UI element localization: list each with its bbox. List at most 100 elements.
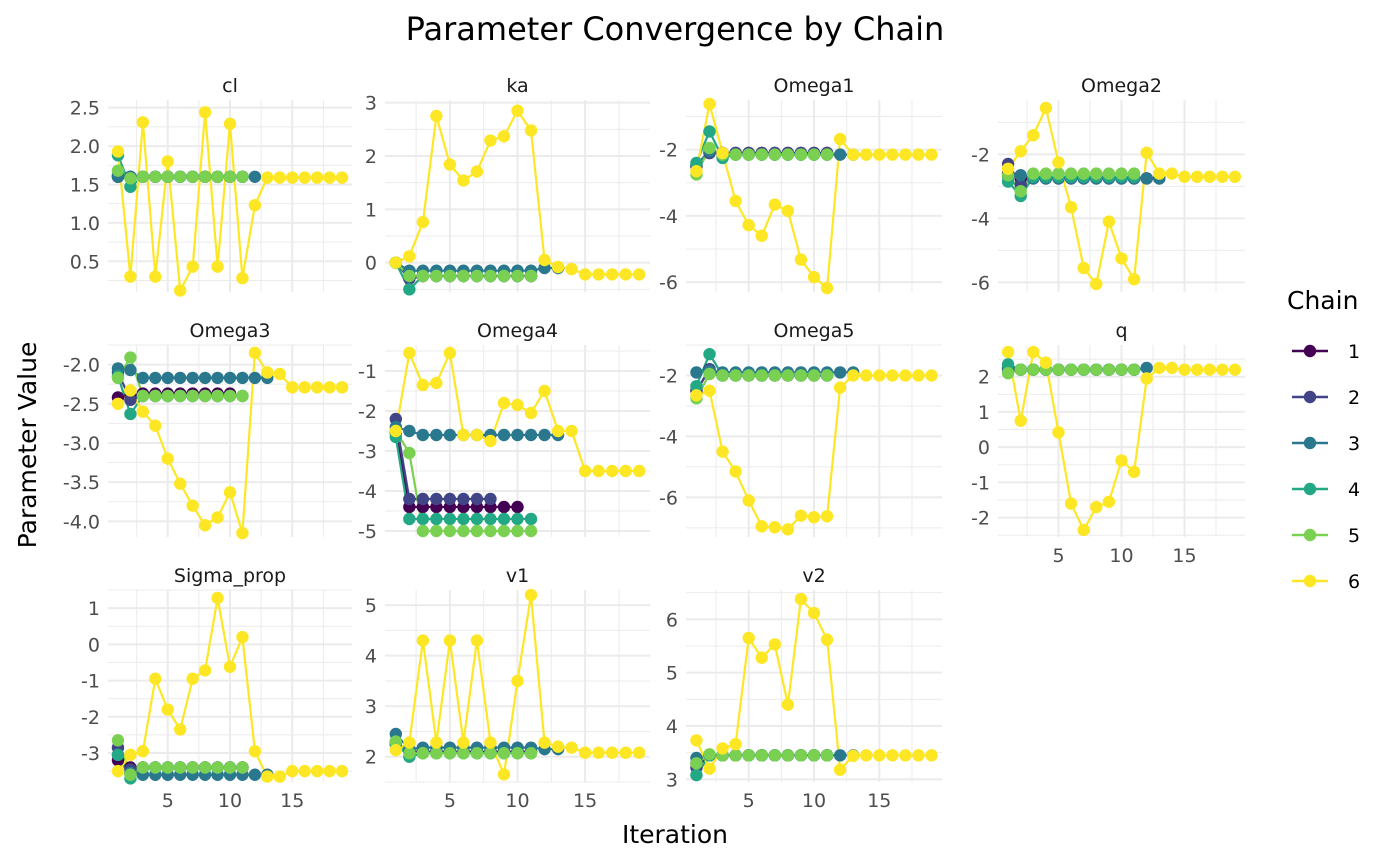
data-point-chain-5 (198, 761, 212, 774)
data-point-chain-5 (174, 170, 187, 183)
data-point-chain-6 (846, 369, 860, 382)
y-tick-label: 2 (365, 146, 377, 168)
data-point-chain-6 (248, 346, 262, 360)
data-point-chain-5 (416, 269, 430, 283)
data-point-chain-6 (286, 171, 299, 184)
data-point-chain-5 (430, 524, 443, 538)
data-point-chain-6 (578, 464, 592, 478)
data-point-chain-5 (1014, 363, 1027, 376)
data-point-chain-6 (703, 97, 716, 111)
data-point-chain-5 (161, 170, 174, 183)
legend-item-chain-4: 4 (1292, 479, 1360, 501)
data-point-chain-6 (261, 366, 274, 379)
data-point-chain-5 (430, 747, 443, 760)
x-tick-label: 5 (162, 790, 174, 812)
data-point-chain-6 (497, 396, 511, 410)
data-point-chain-6 (1014, 145, 1027, 158)
y-tick-label: -4 (971, 208, 990, 230)
data-point-chain-3 (186, 371, 199, 385)
data-point-chain-5 (511, 524, 524, 538)
data-point-chain-6 (538, 253, 551, 267)
data-point-chain-6 (149, 270, 162, 283)
y-tick-label: -2 (971, 508, 990, 530)
data-point-chain-5 (820, 369, 834, 382)
data-point-chain-5 (1115, 363, 1128, 376)
data-point-chain-6 (174, 284, 187, 297)
data-point-chain-6 (899, 148, 912, 161)
data-point-chain-6 (807, 270, 821, 284)
data-point-chain-6 (389, 743, 403, 757)
data-point-chain-6 (729, 194, 742, 208)
y-tick-label: -1 (971, 472, 990, 494)
y-tick-label: -6 (659, 487, 678, 509)
data-point-chain-6 (794, 253, 808, 266)
data-point-chain-5 (1102, 363, 1116, 376)
data-point-chain-6 (716, 146, 729, 160)
data-point-chain-6 (416, 378, 430, 392)
data-point-chain-6 (807, 510, 821, 524)
data-point-chain-6 (781, 698, 795, 711)
y-tick-label: 0 (88, 634, 100, 656)
data-point-chain-6 (457, 174, 470, 187)
data-point-chain-3 (1140, 361, 1153, 375)
y-tick-label: 3 (666, 769, 678, 791)
y-tick-label: -3.5 (63, 472, 100, 494)
data-point-chain-6 (457, 428, 470, 442)
data-point-chain-6 (781, 204, 795, 218)
data-point-chain-6 (174, 477, 187, 490)
data-point-chain-5 (742, 369, 755, 382)
y-tick-label: 1.5 (70, 174, 100, 196)
legend-key-point (1303, 344, 1317, 358)
y-tick-label: -6 (659, 272, 678, 294)
legend-item-chain-1: 1 (1292, 341, 1360, 363)
data-point-chain-5 (484, 747, 497, 760)
data-point-chain-5 (755, 148, 768, 161)
legend-key-point (1303, 482, 1317, 496)
data-point-chain-6 (1140, 146, 1153, 159)
data-point-chain-6 (389, 256, 403, 269)
data-point-chain-6 (511, 674, 524, 688)
data-point-chain-6 (860, 148, 873, 161)
data-point-chain-5 (223, 761, 237, 774)
data-point-chain-5 (729, 369, 742, 382)
data-point-chain-6 (111, 764, 125, 778)
data-point-chain-5 (1052, 167, 1065, 180)
data-point-chain-3 (524, 428, 538, 442)
data-point-chain-6 (833, 381, 847, 394)
data-point-chain-4 (690, 768, 703, 782)
y-tick-label: 1 (88, 598, 100, 620)
y-tick-label: 3 (365, 696, 377, 718)
data-point-chain-5 (211, 170, 224, 183)
data-point-chain-6 (310, 171, 324, 184)
data-point-chain-4 (690, 379, 703, 393)
data-point-chain-5 (470, 524, 484, 538)
data-point-chain-3 (430, 428, 443, 442)
data-point-chain-3 (124, 363, 137, 377)
data-point-chain-6 (565, 741, 578, 754)
legend-item-chain-3: 3 (1292, 433, 1360, 455)
data-point-chain-5 (820, 148, 834, 161)
data-point-chain-5 (223, 170, 237, 183)
data-point-chain-5 (136, 389, 150, 403)
data-point-chain-6 (538, 384, 551, 398)
data-point-chain-6 (632, 268, 646, 281)
data-point-chain-5 (1039, 167, 1053, 180)
data-point-chain-6 (755, 520, 768, 533)
data-point-chain-6 (211, 260, 224, 273)
y-tick-label: 2 (978, 367, 990, 389)
facet-panels: cl0.51.01.52.02.5ka0123Omega1-6-4-2Omega… (63, 75, 1245, 812)
x-tick-label: 15 (280, 790, 304, 812)
legend-item-chain-6: 6 (1292, 571, 1360, 593)
data-point-chain-5 (186, 389, 199, 403)
data-point-chain-6 (886, 369, 899, 382)
data-point-chain-6 (470, 428, 484, 442)
data-point-chain-6 (1102, 495, 1116, 508)
data-point-chain-6 (1153, 361, 1166, 375)
facet-strip-label: Omega4 (477, 320, 558, 342)
data-point-chain-6 (497, 768, 511, 781)
data-point-chain-6 (1140, 372, 1153, 385)
data-point-chain-4 (430, 512, 443, 526)
data-point-chain-5 (174, 389, 187, 403)
data-point-chain-6 (1077, 261, 1090, 275)
data-point-chain-5 (430, 269, 443, 283)
